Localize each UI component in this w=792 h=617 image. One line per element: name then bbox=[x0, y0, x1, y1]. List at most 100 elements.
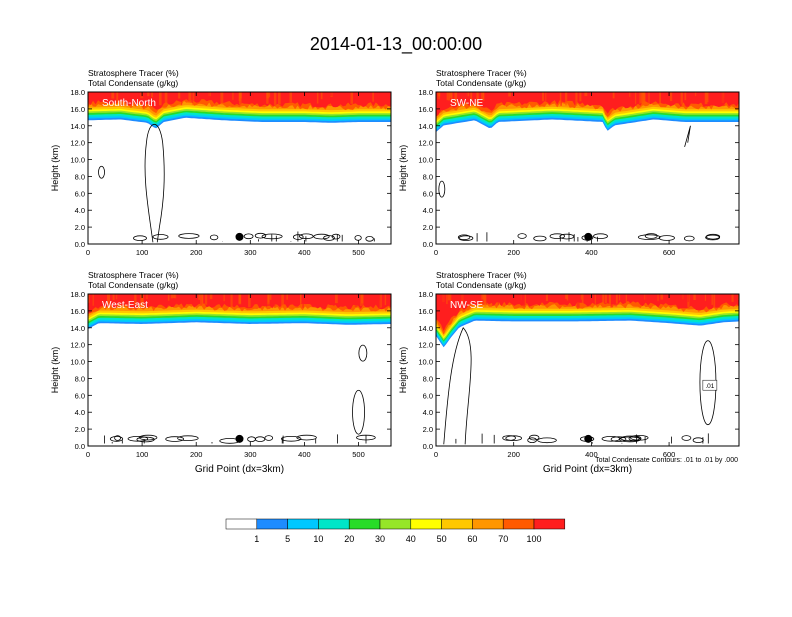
tracer-streak bbox=[107, 294, 110, 305]
tracer-streak bbox=[253, 92, 256, 100]
tracer-streak bbox=[116, 294, 118, 300]
tracer-streak bbox=[159, 92, 162, 106]
condensate-contour bbox=[683, 235, 695, 242]
tracer-streak bbox=[565, 294, 568, 299]
x-tick-label: 400 bbox=[585, 248, 598, 257]
tracer-streak bbox=[172, 294, 176, 299]
tracer-streak bbox=[156, 92, 158, 102]
tracer-streak bbox=[378, 92, 380, 106]
y-tick-label: 16.0 bbox=[70, 307, 85, 316]
tracer-streak bbox=[284, 294, 287, 305]
tracer-streak bbox=[320, 92, 323, 100]
tracer-streak bbox=[181, 92, 183, 106]
tracer-streak bbox=[509, 294, 513, 300]
tracer-streak bbox=[713, 294, 716, 308]
tracer-streak bbox=[644, 294, 647, 303]
condensate-contour bbox=[637, 234, 661, 241]
tracer-streak bbox=[117, 294, 121, 301]
tracer-streak bbox=[469, 294, 471, 300]
condensate-contour bbox=[354, 235, 362, 241]
y-tick-label: 6.0 bbox=[75, 189, 85, 198]
condensate-contour bbox=[114, 435, 121, 441]
condensate-contour bbox=[658, 235, 675, 241]
tracer-streak bbox=[251, 92, 254, 104]
tracer-streak bbox=[441, 294, 445, 304]
tracer-streak bbox=[344, 92, 347, 103]
condensate-subtitle: Total Condensate (g/kg) bbox=[436, 78, 526, 88]
y-tick-label: 2.0 bbox=[75, 425, 85, 434]
tracer-streak bbox=[721, 92, 725, 106]
tracer-streak bbox=[140, 294, 143, 307]
tracer-streak bbox=[529, 294, 531, 300]
tracer-streak bbox=[483, 92, 485, 101]
tracer-streak bbox=[545, 92, 547, 102]
tracer-streak bbox=[542, 92, 544, 102]
condensate-contour bbox=[243, 233, 254, 240]
y-axis-label: Height (km) bbox=[50, 145, 60, 192]
condensate-contour bbox=[705, 233, 721, 240]
tracer-streak bbox=[603, 92, 605, 103]
condensate-subtitle: Total Condensate (g/kg) bbox=[88, 280, 178, 290]
tracer-streak bbox=[208, 92, 210, 98]
colorbar-cell bbox=[441, 518, 473, 530]
tracer-band bbox=[436, 294, 739, 332]
tracer-streak bbox=[635, 92, 637, 105]
tracer-streak bbox=[688, 92, 692, 100]
tracer-streak bbox=[157, 294, 160, 305]
tracer-streak bbox=[372, 92, 374, 102]
plot-frame bbox=[435, 293, 740, 447]
condensate-contour bbox=[177, 435, 199, 442]
y-tick-label: 4.0 bbox=[423, 206, 433, 215]
tracer-streak bbox=[116, 92, 119, 103]
tracer-streak bbox=[690, 92, 692, 100]
y-tick-label: 0.0 bbox=[75, 442, 85, 451]
tracer-streak bbox=[613, 294, 616, 303]
y-tick-label: 16.0 bbox=[70, 105, 85, 114]
tracer-streak bbox=[338, 294, 340, 302]
condensate-contours bbox=[438, 125, 721, 242]
tracer-streak bbox=[549, 92, 551, 97]
tracer-subtitle: Stratosphere Tracer (%) bbox=[436, 270, 527, 280]
condensate-contour bbox=[644, 233, 658, 239]
tracer-streak bbox=[281, 294, 284, 308]
contour-footnote: Total Condensate Contours: .01 to .01 by… bbox=[595, 457, 738, 464]
tracer-streak bbox=[205, 294, 208, 305]
condensate-contour bbox=[209, 234, 219, 241]
y-tick-label: 10.0 bbox=[70, 156, 85, 165]
tracer-streak bbox=[269, 92, 271, 97]
y-tick-label: 6.0 bbox=[423, 391, 433, 400]
tracer-streak bbox=[269, 294, 272, 300]
tracer-streak bbox=[565, 92, 568, 106]
tracer-streak bbox=[687, 294, 689, 302]
tracer-streak bbox=[353, 92, 355, 103]
condensate-contour bbox=[537, 437, 557, 444]
y-tick-label: 16.0 bbox=[418, 105, 433, 114]
tracer-streak bbox=[608, 294, 611, 306]
y-tick-label: 10.0 bbox=[418, 358, 433, 367]
condensate-contour bbox=[549, 233, 566, 240]
colorbar-label: 50 bbox=[437, 534, 447, 544]
tracer-streak bbox=[248, 294, 251, 308]
panel-west-east: Stratosphere Tracer (%)Total Condensate … bbox=[50, 270, 392, 475]
tracer-streak bbox=[206, 294, 209, 307]
tracer-streak bbox=[293, 294, 297, 305]
convective-column bbox=[443, 327, 472, 445]
x-tick-label: 500 bbox=[352, 248, 365, 257]
tracer-streak bbox=[604, 294, 607, 304]
y-tick-label: 10.0 bbox=[418, 156, 433, 165]
x-tick-label: 300 bbox=[244, 450, 257, 459]
tracer-streak bbox=[610, 294, 613, 308]
condensate-contour bbox=[593, 233, 608, 240]
x-tick-label: 300 bbox=[244, 248, 257, 257]
tracer-streak bbox=[308, 92, 311, 102]
condensate-contour bbox=[331, 233, 341, 240]
tracer-streak bbox=[266, 92, 269, 104]
x-tick-label: 200 bbox=[190, 248, 203, 257]
tracer-streak bbox=[717, 294, 720, 302]
y-tick-label: 12.0 bbox=[70, 139, 85, 148]
panel-sw-ne: Stratosphere Tracer (%)Total Condensate … bbox=[398, 68, 740, 257]
x-tick-label: 100 bbox=[136, 450, 149, 459]
tracer-streak bbox=[233, 294, 237, 305]
tracer-subtitle: Stratosphere Tracer (%) bbox=[88, 270, 179, 280]
tracer-streak bbox=[326, 294, 329, 301]
